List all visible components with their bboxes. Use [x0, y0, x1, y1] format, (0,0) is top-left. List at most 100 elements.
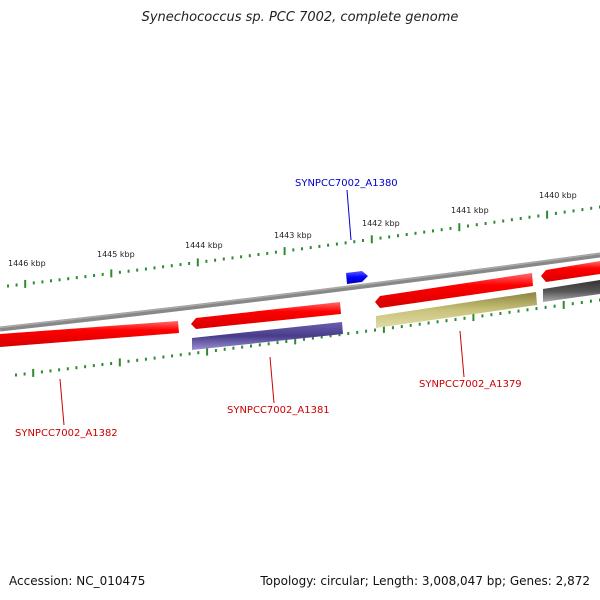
tick-mark — [241, 345, 244, 349]
tick-mark — [537, 214, 540, 218]
feature-purple[interactable] — [192, 322, 343, 350]
tick-mark — [370, 235, 373, 244]
gene-a1380-label: SYNPCC7002_A1380 — [295, 178, 398, 189]
tick-mark — [427, 321, 430, 325]
gene-a1380-arrow[interactable] — [346, 271, 368, 284]
tick-mark — [418, 322, 421, 326]
kbp-label-1443: 1443 kbp — [274, 231, 312, 240]
tick-mark — [49, 369, 52, 373]
tick-mark — [546, 210, 549, 219]
tick-mark — [432, 229, 434, 233]
tick-mark — [267, 342, 270, 346]
tick-mark — [84, 275, 87, 279]
tick-mark — [205, 259, 208, 263]
tick-mark — [467, 224, 469, 228]
tick-mark — [379, 236, 382, 240]
tick-mark — [423, 230, 426, 234]
tick-mark — [32, 281, 35, 285]
tick-mark — [510, 218, 513, 222]
tick-mark — [344, 241, 347, 245]
tick-mark — [502, 219, 505, 223]
tick-mark — [144, 267, 147, 271]
gene-a1381-leader — [269, 356, 275, 404]
tick-mark — [40, 370, 43, 374]
tick-mark — [84, 365, 87, 369]
tick-mark — [356, 330, 359, 334]
kbp-label-1440: 1440 kbp — [539, 191, 577, 200]
tick-mark — [110, 362, 113, 365]
tick-mark — [562, 300, 565, 309]
tick-mark — [544, 305, 547, 309]
tick-mark — [493, 220, 496, 224]
accession-text: Accession: NC_010475 — [9, 574, 146, 588]
tick-mark — [196, 258, 199, 267]
tick-mark — [329, 334, 332, 338]
tick-mark — [7, 284, 9, 288]
gene-a1379-arrow[interactable] — [375, 273, 533, 308]
tick-mark — [110, 269, 113, 278]
tick-mark — [101, 363, 104, 366]
tick-mark — [240, 255, 243, 259]
tick-mark — [23, 372, 26, 376]
tick-mark — [162, 265, 165, 269]
tick-mark — [75, 276, 78, 280]
tick-mark — [231, 256, 234, 260]
tick-mark — [490, 313, 493, 317]
tick-mark — [101, 272, 104, 276]
tick-mark — [127, 269, 130, 273]
tick-mark — [388, 235, 391, 239]
tick-mark — [327, 243, 330, 247]
tick-mark — [362, 239, 364, 242]
tick-mark — [188, 352, 191, 356]
tick-mark — [144, 357, 147, 361]
tick-mark — [136, 358, 139, 362]
tick-mark — [353, 240, 356, 244]
tick-mark — [93, 274, 96, 277]
tick-mark — [170, 264, 173, 268]
gene-right-red-arrow[interactable] — [541, 261, 600, 282]
tick-mark — [250, 344, 252, 348]
tick-mark — [449, 226, 452, 230]
tick-mark — [535, 307, 538, 311]
tick-mark — [563, 210, 566, 214]
gene-a1379-label: SYNPCC7002_A1379 — [419, 379, 522, 390]
tick-mark — [197, 351, 200, 355]
upper-tick-ring — [7, 205, 600, 288]
tick-mark — [41, 280, 44, 284]
tick-mark — [318, 244, 321, 248]
tick-mark — [397, 234, 399, 238]
tick-mark — [153, 356, 156, 360]
tick-mark — [454, 318, 457, 321]
tick-mark — [311, 336, 314, 340]
tick-mark — [365, 329, 368, 333]
tick-mark — [223, 347, 226, 351]
tick-mark — [214, 349, 217, 352]
tick-mark — [50, 279, 52, 283]
tick-mark — [400, 325, 403, 329]
tick-mark — [554, 211, 557, 215]
tick-mark — [118, 270, 121, 274]
tick-mark — [58, 278, 61, 282]
gene-a1380-leader — [346, 189, 352, 241]
tick-mark — [445, 319, 448, 323]
gene-a1381-arrow[interactable] — [191, 302, 341, 329]
tick-mark — [179, 263, 182, 267]
tick-mark — [58, 368, 61, 372]
tick-mark — [440, 228, 443, 232]
tick-mark — [301, 247, 303, 251]
tick-mark — [590, 206, 593, 210]
tick-mark — [458, 223, 461, 232]
feature-olive[interactable] — [376, 292, 537, 328]
tick-mark — [581, 208, 584, 212]
tick-mark — [463, 316, 466, 320]
tick-mark — [274, 250, 277, 254]
tick-mark — [374, 328, 376, 332]
gene-a1382-arrow[interactable] — [0, 321, 179, 347]
tick-mark — [32, 368, 35, 377]
tick-mark — [409, 323, 412, 327]
kbp-label-1446: 1446 kbp — [8, 259, 46, 268]
tick-mark — [309, 246, 312, 250]
tick-mark — [481, 314, 484, 318]
feature-dark-gray[interactable] — [543, 280, 600, 302]
